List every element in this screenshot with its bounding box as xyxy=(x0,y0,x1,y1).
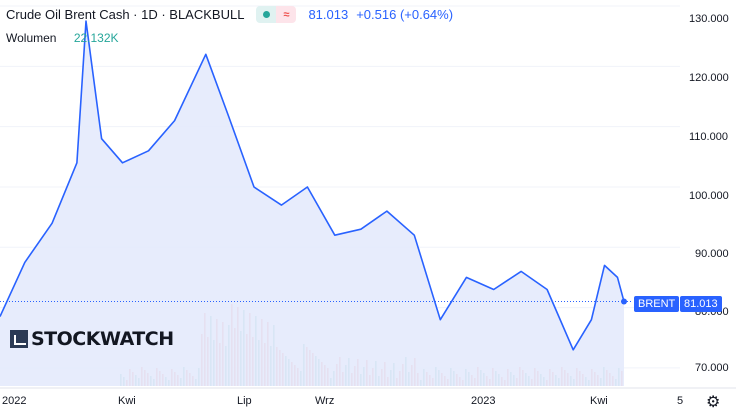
dot-icon[interactable] xyxy=(256,6,277,23)
price-tick: 130.000 xyxy=(689,13,729,25)
gear-icon[interactable]: ⚙ xyxy=(706,394,721,411)
wave-icon[interactable]: ≈ xyxy=(276,6,297,23)
time-tick: Kwi xyxy=(590,395,608,407)
price-tick: 90.000 xyxy=(695,248,729,260)
stockwatch-watermark: STOCKWATCH xyxy=(10,328,174,350)
symbol-badge: BRENT xyxy=(634,296,680,312)
volume-value: 22.132K xyxy=(73,31,119,45)
time-tick: Kwi xyxy=(118,395,136,407)
volume-legend: Wolumen 22.132K xyxy=(6,31,119,45)
price-change: +0.516 (+0.64%) xyxy=(356,7,454,22)
price-tick: 120.000 xyxy=(689,72,729,84)
volume-label: Wolumen xyxy=(6,31,57,45)
time-tick: Lip xyxy=(237,395,252,407)
time-tick: 5 xyxy=(677,395,684,407)
watermark-text: STOCKWATCH xyxy=(31,328,174,350)
symbol-title[interactable]: Crude Oil Brent Cash · 1D · BLACKBULL xyxy=(6,7,245,22)
price-tick: 110.000 xyxy=(689,131,728,143)
last-price-marker xyxy=(621,298,627,305)
stockwatch-logo-icon xyxy=(10,330,28,348)
price-tick: 100.000 xyxy=(689,190,729,202)
time-tick: 2023 xyxy=(471,395,496,407)
price-tick: 70.000 xyxy=(695,362,729,374)
legend-buttons[interactable]: ≈ xyxy=(256,6,297,23)
time-tick: 2022 xyxy=(2,395,27,407)
chart-legend: Crude Oil Brent Cash · 1D · BLACKBULL ≈ … xyxy=(6,6,453,23)
price-line xyxy=(0,20,625,351)
price-area xyxy=(0,21,624,386)
last-price: 81.013 xyxy=(308,7,349,22)
price-badge: 81.013 xyxy=(680,296,722,312)
time-tick: Wrz xyxy=(315,395,335,407)
